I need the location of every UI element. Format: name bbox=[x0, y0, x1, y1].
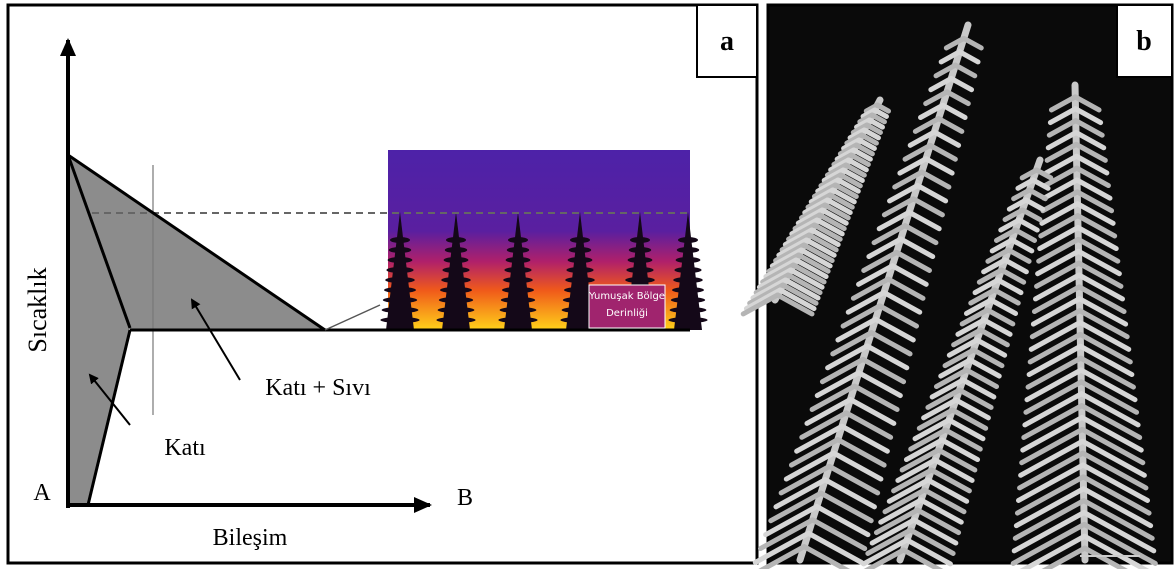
spike-arm bbox=[386, 267, 413, 273]
spike-arm bbox=[672, 287, 704, 293]
spike-arm bbox=[625, 277, 655, 283]
spike-arm bbox=[565, 277, 595, 283]
spike-arm bbox=[384, 287, 416, 293]
spike-arm bbox=[500, 307, 537, 313]
spike-arm bbox=[442, 267, 469, 273]
spike-arm bbox=[502, 287, 534, 293]
spike-arm bbox=[388, 257, 413, 263]
spike-arm bbox=[389, 247, 411, 253]
region-label: Katı bbox=[164, 435, 206, 461]
spike-arm bbox=[390, 237, 410, 243]
spike-arm bbox=[380, 317, 419, 323]
spike-arm bbox=[630, 237, 650, 243]
spike-arm bbox=[676, 257, 701, 263]
spike-arm bbox=[673, 277, 703, 283]
spike-arm bbox=[436, 317, 475, 323]
spike-arm bbox=[677, 247, 699, 253]
spike-arm bbox=[501, 297, 535, 303]
spike-arm bbox=[569, 247, 591, 253]
spike-arm bbox=[570, 237, 590, 243]
spike-arm bbox=[383, 297, 417, 303]
panel-b: b bbox=[743, 5, 1172, 569]
spike-arm bbox=[506, 257, 531, 263]
spike-arm bbox=[440, 287, 472, 293]
spike-arm bbox=[444, 257, 469, 263]
spike-arm bbox=[439, 297, 473, 303]
y-axis-label: Sıcaklık bbox=[23, 267, 52, 352]
spike-arm bbox=[568, 257, 593, 263]
panel-label: b bbox=[1136, 26, 1152, 57]
spike-arm bbox=[671, 297, 705, 303]
corner-label: A bbox=[33, 480, 51, 506]
spike-arm bbox=[508, 237, 528, 243]
spike-arm bbox=[678, 237, 698, 243]
spike-arm bbox=[504, 267, 531, 273]
spike-arm bbox=[503, 277, 533, 283]
spike-arm bbox=[498, 317, 537, 323]
spike-arm bbox=[668, 317, 707, 323]
region-label: Katı + Sıvı bbox=[265, 375, 371, 401]
spike-arm bbox=[445, 247, 467, 253]
spike-arm bbox=[566, 267, 593, 273]
page: a Yumuşak Bölge Derinliği Katı + Sıvı Ka… bbox=[0, 0, 1175, 569]
spike-arm bbox=[674, 267, 701, 273]
spike-arm bbox=[626, 267, 653, 273]
spike-arm bbox=[441, 277, 471, 283]
figure: a Yumuşak Bölge Derinliği Katı + Sıvı Ka… bbox=[0, 0, 1175, 569]
spike-arm bbox=[670, 307, 707, 313]
spike-arm bbox=[629, 247, 651, 253]
spike-arm bbox=[382, 307, 419, 313]
x-axis-label: Bileşim bbox=[213, 525, 288, 551]
inset-label: Derinliği bbox=[606, 307, 648, 319]
spike-arm bbox=[507, 247, 529, 253]
panel-label: a bbox=[720, 26, 734, 57]
spike-arm bbox=[438, 307, 475, 313]
spike-arm bbox=[446, 237, 466, 243]
corner-label: B bbox=[457, 485, 473, 511]
spike-arm bbox=[628, 257, 653, 263]
inset-label: Yumuşak Bölge bbox=[588, 291, 665, 302]
panel-a: a Yumuşak Bölge Derinliği Katı + Sıvı Ka… bbox=[8, 5, 757, 563]
spike-arm bbox=[385, 277, 415, 283]
